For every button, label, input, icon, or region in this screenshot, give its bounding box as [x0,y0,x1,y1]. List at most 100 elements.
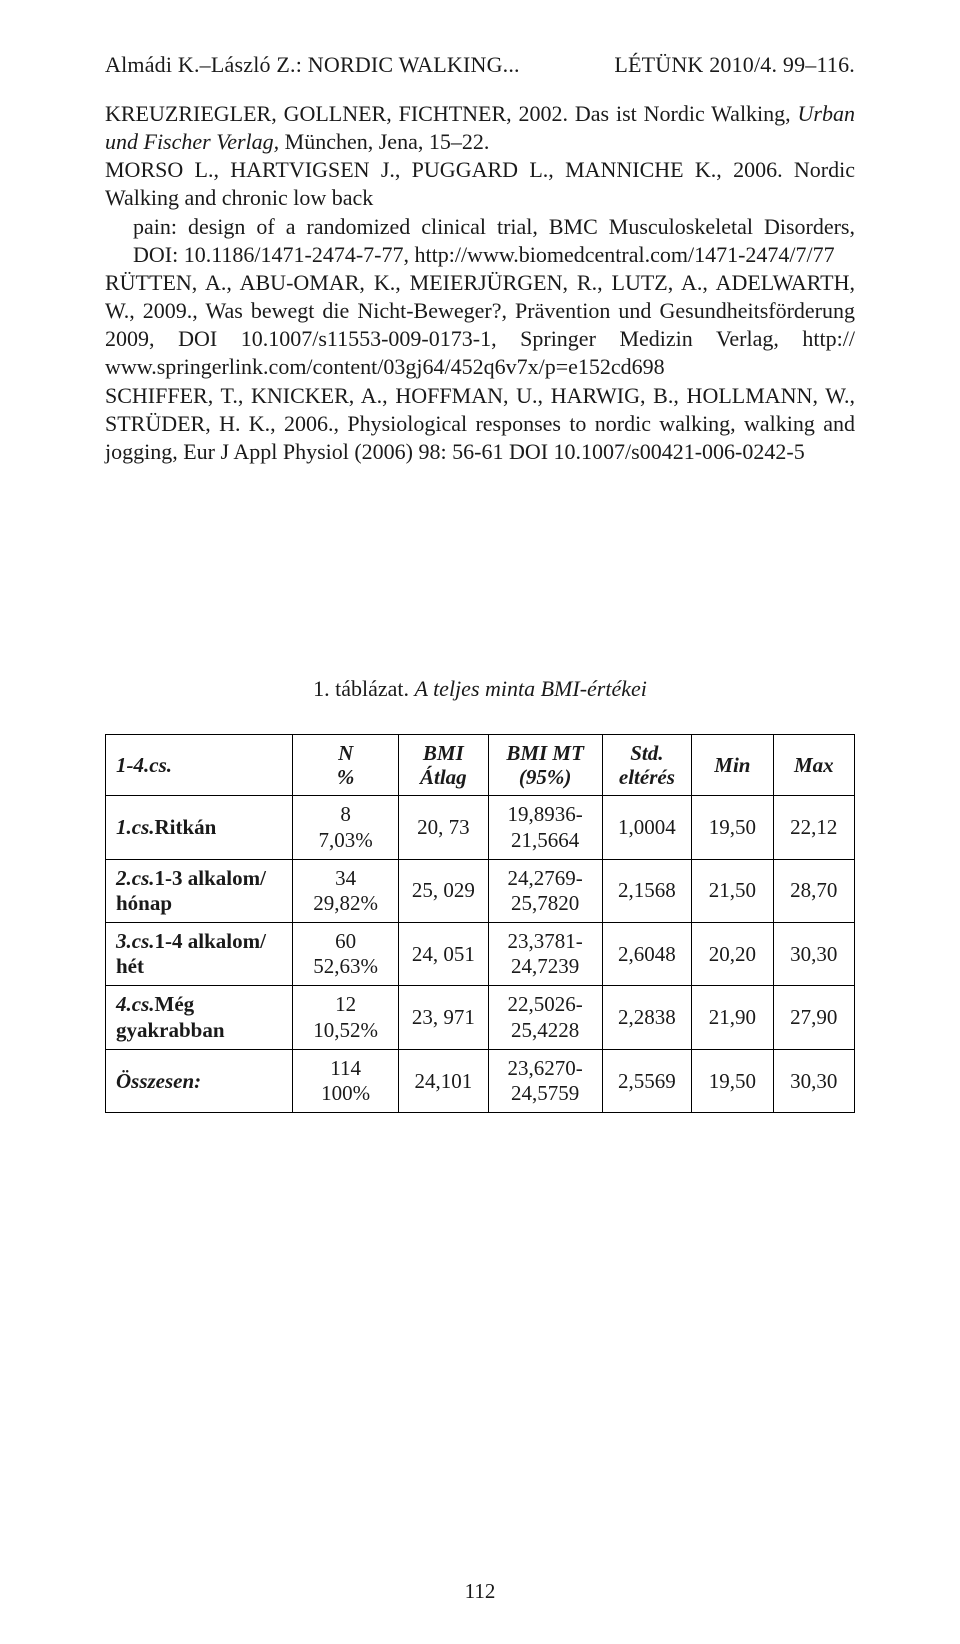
n-cell: 6052,63% [293,923,399,986]
table-row: 3.cs.1-4 alkalom/hét 6052,63% 24, 051 23… [106,923,855,986]
cell-text: 3.cs. [116,929,155,953]
header-label: (95%) [519,765,571,789]
page: Almádi K.–László Z.: NORDIC WALKING... L… [0,0,960,1644]
cell-text: 23,3781- [507,929,582,953]
caption-number: 1. táblázat. [313,676,414,701]
running-head-right: LÉTÜNK 2010/4. 99–116. [614,52,855,78]
header-label: eltérés [619,765,675,789]
min-cell: 21,50 [692,859,773,922]
col-bmi-header: BMI Átlag [399,735,489,796]
n-cell: 87,03% [293,796,399,859]
max-cell: 28,70 [773,859,854,922]
ref-text: KREUZRIEGLER, GOLLNER, FICHTNER, 2002. D… [105,101,798,126]
col-max-header: Max [773,735,854,796]
cell-text: 19,8936- [507,802,582,826]
n-cell: 3429,82% [293,859,399,922]
bmimt-cell: 24,2769-25,7820 [488,859,602,922]
references-block: KREUZRIEGLER, GOLLNER, FICHTNER, 2002. D… [105,100,855,466]
col-min-header: Min [692,735,773,796]
header-label: N [338,741,353,765]
header-label: 1-4.cs. [116,753,172,777]
cell-text: 7,03% [319,828,373,852]
col-std-header: Std. eltérés [602,735,692,796]
header-label: Std. [630,741,663,765]
cell-text: 60 [335,929,356,953]
reference-entry: RÜTTEN, A., ABU-OMAR, K., MEIERJÜRGEN, R… [105,269,855,382]
header-label: BMI MT [506,741,584,765]
min-cell: 21,90 [692,986,773,1049]
bmimt-cell: 22,5026-25,4228 [488,986,602,1049]
bmimt-cell: 23,6270-24,5759 [488,1049,602,1112]
reference-entry: SCHIFFER, T., KNICKER, A., HOFFMAN, U., … [105,382,855,466]
min-cell: 20,20 [692,923,773,986]
col-n-header: N % [293,735,399,796]
caption-title: A teljes minta BMI-értékei [415,676,647,701]
header-label: % [337,765,355,789]
cell-text: 21,5664 [511,828,579,852]
table-row: 2.cs.1-3 alkalom/hónap 3429,82% 25, 029 … [106,859,855,922]
cell-text: 1.cs. [116,815,155,839]
reference-entry: pain: design of a randomized clinical tr… [105,213,855,269]
std-cell: 1,0004 [602,796,692,859]
running-head-left: Almádi K.–László Z.: NORDIC WALKING... [105,52,520,78]
cell-text: 24,2769- [507,866,582,890]
cell-text: gyakrabban [116,1018,225,1042]
cell-text: 24,7239 [511,954,579,978]
std-cell: 2,5569 [602,1049,692,1112]
header-label: Min [714,753,750,777]
bmi-cell: 24, 051 [399,923,489,986]
cell-text: 2.cs. [116,866,155,890]
bmimt-cell: 19,8936-21,5664 [488,796,602,859]
min-cell: 19,50 [692,1049,773,1112]
cell-text: Még [155,992,195,1016]
reference-entry: MORSO L., HARTVIGSEN J., PUGGARD L., MAN… [105,156,855,212]
cell-text: Összesen: [116,1069,201,1093]
bmi-table: 1-4.cs. N % BMI Átlag BMI MT [105,734,855,1113]
std-cell: 2,1568 [602,859,692,922]
cell-text: 34 [335,866,356,890]
col-group-header: 1-4.cs. [106,735,293,796]
table-row: 4.cs.Méggyakrabban 1210,52% 23, 971 22,5… [106,986,855,1049]
group-cell: 3.cs.1-4 alkalom/hét [106,923,293,986]
n-cell: 114100% [293,1049,399,1112]
table-row: Összesen: 114100% 24,101 23,6270-24,5759… [106,1049,855,1112]
cell-text: 25,4228 [511,1018,579,1042]
cell-text: 12 [335,992,356,1016]
max-cell: 22,12 [773,796,854,859]
std-cell: 2,6048 [602,923,692,986]
bmi-cell: 20, 73 [399,796,489,859]
col-bmimt-header: BMI MT (95%) [488,735,602,796]
group-cell: Összesen: [106,1049,293,1112]
cell-text: 10,52% [313,1018,378,1042]
ref-text: München, Jena, 15–22. [279,129,489,154]
group-cell: 1.cs.Ritkán [106,796,293,859]
cell-text: hét [116,954,144,978]
cell-text: 52,63% [313,954,378,978]
cell-text: 100% [321,1081,370,1105]
header-label: BMI [423,741,464,765]
cell-text: 4.cs. [116,992,155,1016]
min-cell: 19,50 [692,796,773,859]
n-cell: 1210,52% [293,986,399,1049]
std-cell: 2,2838 [602,986,692,1049]
header-label: Max [794,753,834,777]
running-head: Almádi K.–László Z.: NORDIC WALKING... L… [105,52,855,78]
header-label: Átlag [420,765,467,789]
cell-text: 29,82% [313,891,378,915]
cell-text: hónap [116,891,172,915]
table-row: 1.cs.Ritkán 87,03% 20, 73 19,8936-21,566… [106,796,855,859]
bmi-cell: 25, 029 [399,859,489,922]
cell-text: Ritkán [155,815,217,839]
cell-text: 114 [330,1056,361,1080]
group-cell: 4.cs.Méggyakrabban [106,986,293,1049]
cell-text: 8 [340,802,351,826]
bmi-cell: 24,101 [399,1049,489,1112]
cell-text: 1-3 alkalom/ [155,866,266,890]
cell-text: 22,5026- [507,992,582,1016]
cell-text: 23,6270- [507,1056,582,1080]
cell-text: 25,7820 [511,891,579,915]
max-cell: 30,30 [773,923,854,986]
table-caption: 1. táblázat. A teljes minta BMI-értékei [105,676,855,702]
max-cell: 27,90 [773,986,854,1049]
cell-text: 1-4 alkalom/ [155,929,266,953]
